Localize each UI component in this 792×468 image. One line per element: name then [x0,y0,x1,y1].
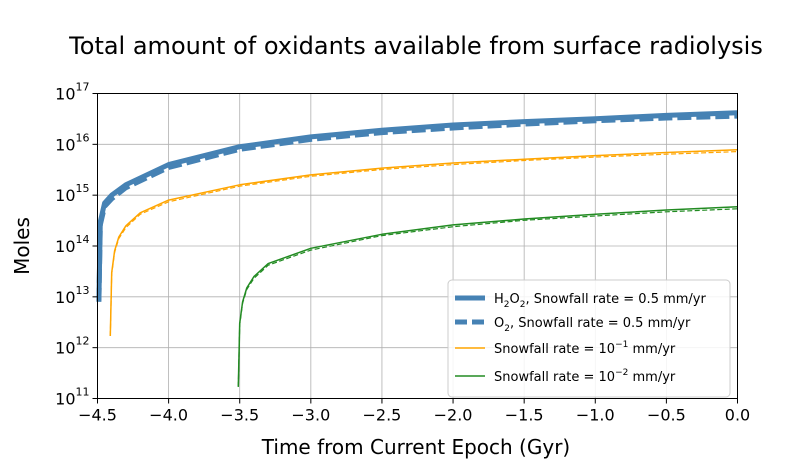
legend-label: Snowfall rate = 10−1 mm/yr [494,340,676,357]
y-axis-label: Moles [10,217,34,275]
x-axis-label: Time from Current Epoch (Gyr) [261,435,570,459]
x-tick-label: −4.0 [149,406,188,425]
y-tick-exponent: 16 [76,131,90,144]
y-tick-base: 10 [55,288,75,307]
legend-text-sup: −1 [615,340,628,350]
y-tick-exponent: 13 [76,284,90,297]
y-tick-base: 10 [55,390,75,409]
x-tick-label: −1.0 [576,406,615,425]
series-layer [96,110,738,387]
legend-label: Snowfall rate = 10−2 mm/yr [494,368,676,385]
y-tick-label: 1012 [55,335,89,358]
y-tick-exponent: 15 [76,182,90,195]
x-tick-label: −2.5 [363,406,402,425]
series-line-0 [96,110,738,301]
x-tick-label: −3.5 [220,406,259,425]
y-tick-base: 10 [55,85,75,104]
legend-label: O2, Snowfall rate = 0.5 mm/yr [494,316,691,334]
x-tick-label: 0.0 [725,406,750,425]
y-tick-label: 1017 [55,81,89,104]
y-tick-base: 10 [55,237,75,256]
legend-text-base: H [494,292,504,307]
legend-text-sub1: 2 [504,324,510,334]
y-tick-label: 1016 [55,131,89,154]
y-tick-base: 10 [55,186,75,205]
x-tick-label: −0.5 [647,406,686,425]
y-tick-exponent: 14 [76,233,90,246]
legend-text-sub1: 2 [504,300,510,310]
y-tick-label: 1015 [55,182,89,205]
series-line-3 [109,151,738,337]
legend-label: H2O2, Snowfall rate = 0.5 mm/yr [494,292,706,310]
legend-text-mid: O [510,292,520,307]
legend-text-tail: mm/yr [628,370,676,385]
legend-text-rest: , Snowfall rate = 0.5 mm/yr [510,316,691,331]
y-tick-label: 1013 [55,284,89,307]
chart-title: Total amount of oxidants available from … [68,32,763,60]
legend-text-sub2: 2 [520,300,526,310]
x-tick-label: −2.0 [434,406,473,425]
legend-text-tail: mm/yr [628,342,676,357]
legend-text-rest: , Snowfall rate = 0.5 mm/yr [525,292,706,307]
y-tick-base: 10 [55,135,75,154]
y-tick-label: 1014 [55,233,89,256]
y-tick-exponent: 17 [76,81,90,94]
x-tick-label: −1.5 [505,406,544,425]
y-tick-base: 10 [55,339,75,358]
legend-text-rest: Snowfall rate = 10 [494,342,615,357]
series-line-1 [96,113,738,302]
legend-text-rest: Snowfall rate = 10 [494,370,615,385]
x-axis-ticks: −4.5 −4.0 −3.5 −3.0 −2.5 −2.0 −1.5 −1.0 −0.5 0.0 [78,398,750,425]
y-tick-exponent: 12 [76,335,90,348]
x-tick-label: −3.0 [291,406,330,425]
legend-text-sup: −2 [615,368,628,378]
legend-text-base: O [494,316,504,331]
y-tick-exponent: 11 [76,386,90,399]
y-tick-label: 1011 [55,386,89,409]
series-line-5 [237,208,738,387]
legend-box [447,279,731,398]
x-tick-label: −4.5 [78,406,117,425]
